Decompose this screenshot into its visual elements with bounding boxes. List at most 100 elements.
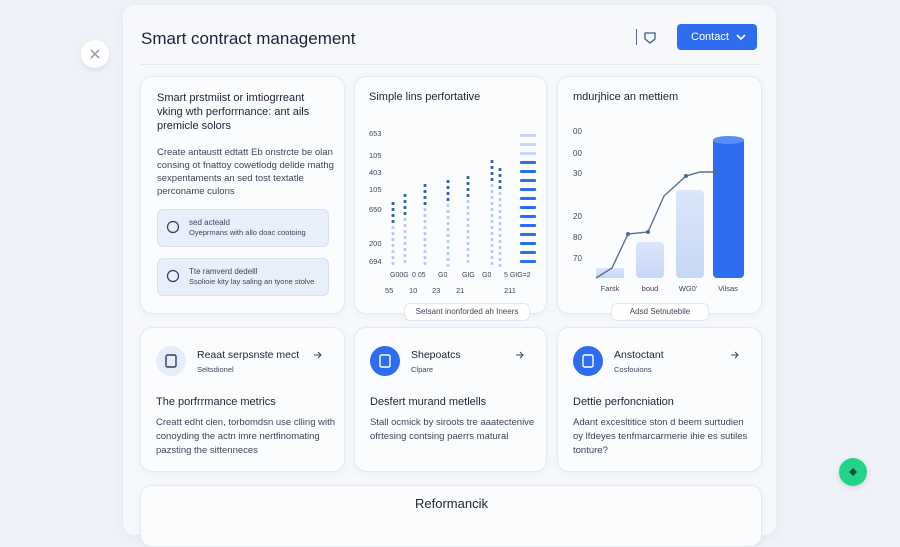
dot <box>391 244 395 247</box>
dash <box>520 233 536 236</box>
body-line: sexpentaments an sed tost textatle <box>157 173 304 184</box>
dot <box>466 194 470 197</box>
dot <box>446 252 450 255</box>
dot <box>391 208 395 211</box>
icon-glyph <box>582 354 594 368</box>
dot <box>466 176 470 179</box>
bar-line-chart: 00 00 30 20 80 70 Farsk boud WG0' Vilsas <box>573 127 744 293</box>
glyph <box>165 354 177 368</box>
y-label: 20 <box>573 212 582 221</box>
dot <box>498 204 502 207</box>
dot <box>423 220 427 223</box>
feature-title: Anstoctant <box>614 349 664 361</box>
chart-caption: Setsant inonforded ah Ineers <box>404 303 530 321</box>
shield-icon[interactable] <box>643 31 657 45</box>
dot <box>498 228 502 231</box>
x-label: 23 <box>432 286 440 295</box>
bar <box>636 242 664 278</box>
note-box <box>157 209 329 247</box>
dot <box>498 252 502 255</box>
dot <box>403 200 407 203</box>
dot <box>403 260 407 263</box>
dot <box>446 198 450 201</box>
feature-body: Stall ocmick by siroots tre aaatectenive… <box>370 416 534 444</box>
contact-button[interactable]: Contact <box>677 24 757 50</box>
trend-line <box>595 171 716 279</box>
icon-ring <box>166 269 180 283</box>
body-line: conoyding the actn imre nertfinomating <box>156 431 320 442</box>
dot <box>498 192 502 195</box>
column-label: 0 05 <box>412 272 426 279</box>
dot <box>498 234 502 237</box>
footer-title: Reformancik <box>415 496 488 511</box>
dot <box>423 208 427 211</box>
dot <box>446 186 450 189</box>
note-title: Tte ramverd dedelll <box>189 267 258 276</box>
feature-heading: Dettie perfoncniation <box>573 396 674 408</box>
page: Smart contract management Contact Smart … <box>81 24 867 547</box>
arrow-icon[interactable] <box>515 351 525 359</box>
dot <box>391 226 395 229</box>
dot <box>490 178 494 181</box>
body-line: oy lfdeyes tenfmarcarmerie ihie es sutil… <box>573 431 748 442</box>
dot <box>391 256 395 259</box>
x-label: 21 <box>456 286 464 295</box>
dot <box>466 182 470 185</box>
dot <box>391 250 395 253</box>
note-text: Ssolioie kity lay saling an tyone stolve <box>189 277 315 286</box>
note-title: sed acteald <box>189 218 230 227</box>
dot <box>466 248 470 251</box>
fab-button[interactable] <box>839 458 867 486</box>
dot <box>466 236 470 239</box>
body-line: ofrtesing contsing paerrs matural <box>370 431 509 442</box>
dot <box>391 238 395 241</box>
trend-points <box>626 169 719 236</box>
feature-heading: The porfrrmance metrics <box>156 396 276 408</box>
column-label: GIG <box>462 272 475 279</box>
column-label: G0 <box>482 272 491 279</box>
dot <box>423 226 427 229</box>
column-label: G00G <box>390 272 409 279</box>
dot <box>490 232 494 235</box>
dot <box>466 200 470 203</box>
dot <box>446 228 450 231</box>
feature-title: Shepoatcs <box>411 349 461 361</box>
dot <box>446 246 450 249</box>
dot <box>490 208 494 211</box>
arrow-icon[interactable] <box>730 351 740 359</box>
dot <box>391 262 395 265</box>
dot <box>466 254 470 257</box>
dash <box>520 242 536 245</box>
dot <box>423 196 427 199</box>
icon-glyph <box>379 354 391 368</box>
feature-title: Reaat serpsnste mect <box>197 349 300 361</box>
body-line: pazsting the sittenneces <box>156 445 258 456</box>
x-label: WG0' <box>679 284 698 293</box>
y-label: 650 <box>369 205 382 214</box>
page-title: Smart contract management <box>141 29 356 48</box>
dot <box>446 264 450 267</box>
dot <box>490 214 494 217</box>
dot <box>498 180 502 183</box>
dot <box>446 258 450 261</box>
arrow-icon[interactable] <box>313 351 323 359</box>
dot <box>391 214 395 217</box>
chevron <box>736 34 746 41</box>
dot <box>498 210 502 213</box>
icon-ring <box>166 220 180 234</box>
dot <box>446 240 450 243</box>
dot <box>466 188 470 191</box>
bar <box>713 138 744 278</box>
dot <box>490 250 494 253</box>
body-line: Create antaustt edtatt Eb onstrcte be ol… <box>157 147 333 158</box>
close-button[interactable] <box>81 40 109 68</box>
dot <box>490 202 494 205</box>
dot <box>446 216 450 219</box>
feature-icon <box>573 346 603 376</box>
y-label: 694 <box>369 257 382 266</box>
body-line: Adant excesltitice ston d beem surtudien <box>573 417 744 428</box>
dot <box>446 192 450 195</box>
note-text: Oyeprmans with allo doac cootoing <box>189 228 306 237</box>
dot <box>466 242 470 245</box>
y-label: 00 <box>573 149 582 158</box>
